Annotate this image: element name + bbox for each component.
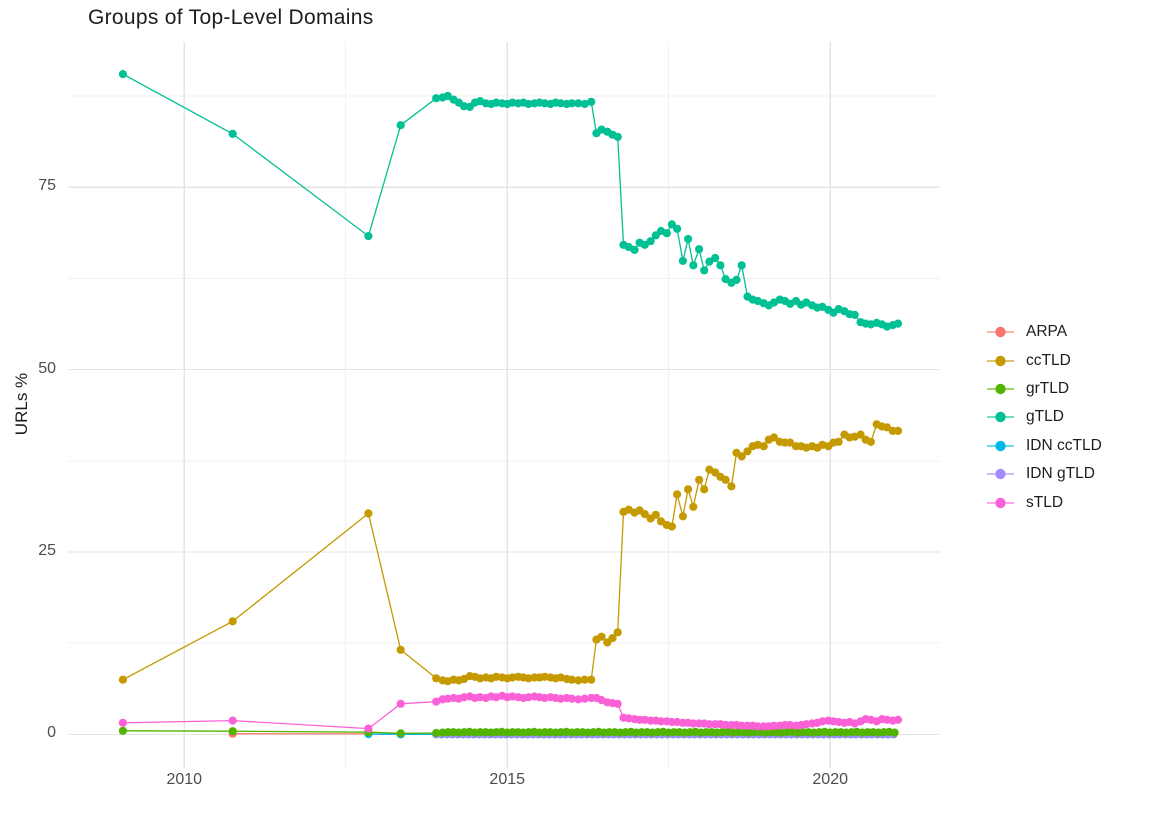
- y-tick-label: 0: [47, 724, 56, 742]
- legend-marker: [987, 326, 1014, 338]
- y-tick-label: 25: [38, 542, 56, 560]
- legend-item-stld: sTLD: [986, 488, 1102, 516]
- legend-marker: [987, 412, 1014, 423]
- legend-marker: [987, 440, 1014, 451]
- legend: ARPA ccTLD grTLD gTLD IDN ccTLD IDN gTLD sTLD: [986, 318, 1102, 517]
- legend-marker: [987, 468, 1014, 480]
- series-gtld: [118, 70, 903, 331]
- legend-item-cctld: ccTLD: [986, 346, 1102, 374]
- legend-item-arpa: ARPA: [986, 318, 1102, 346]
- legend-item-gtld: gTLD: [986, 403, 1102, 431]
- x-tick-label: 2010: [166, 771, 203, 788]
- legend-label: grTLD: [1026, 379, 1070, 397]
- chart-title: Groups of Top-Level Domains: [88, 6, 374, 29]
- legend-item-idn-cctld: IDN ccTLD: [986, 432, 1102, 460]
- series-grtld: [118, 726, 899, 738]
- legend-marker: [987, 383, 1014, 395]
- legend-marker: [987, 497, 1014, 508]
- x-tick-label: 2020: [812, 771, 848, 788]
- legend-label: ARPA: [1026, 323, 1068, 341]
- y-tick-label: 75: [38, 177, 56, 195]
- legend-label: IDN gTLD: [1026, 465, 1095, 483]
- series-cctld: [118, 420, 903, 686]
- x-tick-label: 2015: [489, 771, 526, 788]
- y-tick-label: 50: [38, 359, 56, 377]
- legend-label: IDN ccTLD: [1026, 436, 1102, 454]
- legend-label: sTLD: [1026, 493, 1064, 511]
- gridlines: [68, 42, 940, 768]
- legend-marker: [987, 355, 1014, 366]
- legend-item-idn-gtld: IDN gTLD: [986, 460, 1102, 488]
- series-stld: [118, 691, 903, 733]
- legend-label: ccTLD: [1026, 351, 1071, 369]
- legend-label: gTLD: [1026, 408, 1064, 426]
- legend-item-grtld: grTLD: [986, 375, 1102, 403]
